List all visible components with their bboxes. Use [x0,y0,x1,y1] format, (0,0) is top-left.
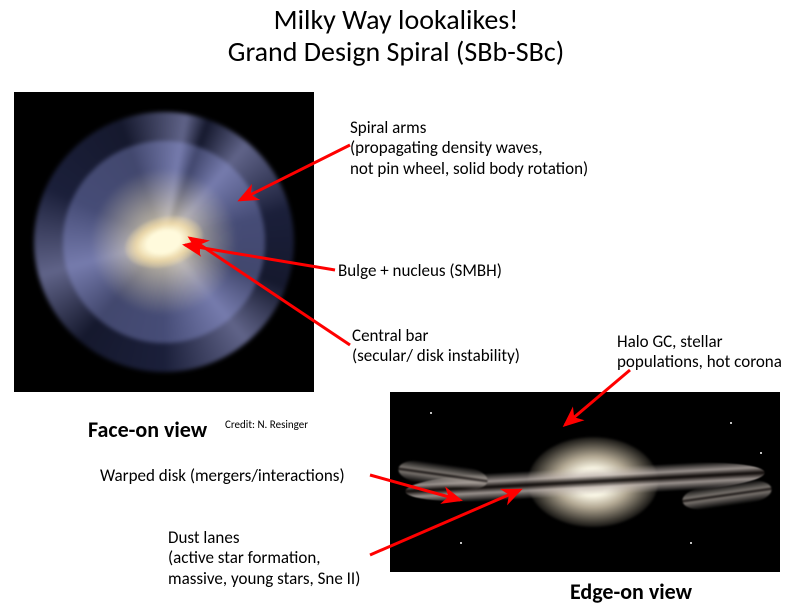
label-bulge: Bulge + nucleus (SMBH) [338,261,502,281]
label-dust-lanes-l3: massive, young stars, Sne II) [168,568,360,589]
label-halo: Halo GC, stellar populations, hot corona [617,332,782,373]
label-dust-lanes: Dust lanes (active star formation, massi… [168,528,360,589]
edgeon-galaxy-image [390,392,780,572]
label-central-bar: Central bar (secular/ disk instability) [352,326,520,367]
label-spiral-arms-l3: not pin wheel, solid body rotation) [350,158,588,179]
star-icon [690,542,692,544]
label-warped-disk: Warped disk (mergers/interactions) [100,466,345,486]
faceon-galaxy-image [14,92,314,392]
label-halo-l2: populations, hot corona [617,351,782,372]
star-icon [430,412,432,414]
star-icon [460,542,462,544]
star-icon [760,452,762,454]
label-dust-lanes-l1: Dust lanes [168,527,239,548]
label-spiral-arms-l1: Spiral arms [350,117,426,138]
caption-edgeon: Edge-on view [570,578,692,605]
slide: Milky Way lookalikes! Grand Design Spira… [0,0,792,612]
title-line-2: Grand Design Spiral (SBb-SBc) [228,34,564,69]
label-spiral-arms: Spiral arms (propagating density waves, … [350,118,588,179]
caption-faceon: Face-on view [88,416,207,443]
label-central-bar-l2: (secular/ disk instability) [352,345,520,366]
star-icon [730,422,732,424]
credit-text: Credit: N. Resinger [225,418,308,431]
label-halo-l1: Halo GC, stellar [617,331,723,352]
title-line-1: Milky Way lookalikes! [274,2,519,37]
label-dust-lanes-l2: (active star formation, [168,547,321,568]
slide-title: Milky Way lookalikes! Grand Design Spira… [0,4,792,68]
label-central-bar-l1: Central bar [352,325,428,346]
label-spiral-arms-l2: (propagating density waves, [350,137,543,158]
